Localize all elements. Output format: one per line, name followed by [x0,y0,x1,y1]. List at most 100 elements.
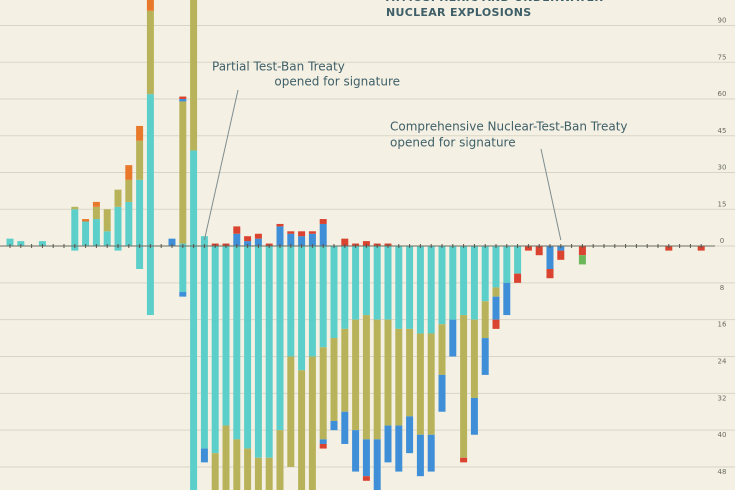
bar [287,356,295,467]
bar [244,448,252,490]
bar [136,246,144,270]
bar [146,246,154,316]
bar [341,238,349,246]
bar [546,246,554,270]
annotation-pointer [203,89,239,241]
bar [233,226,241,234]
bar [438,374,446,412]
bar [514,273,522,283]
bar [82,219,90,222]
bar [254,457,262,490]
bar [416,434,424,477]
bar [179,101,187,244]
bar [136,125,144,141]
bar [136,140,144,180]
bar [535,246,543,256]
chart-title: ATMOSPHERIC AND UNDERWATER [386,0,603,4]
bar [114,246,122,251]
bar [395,246,403,329]
bar [308,356,316,490]
bar [114,189,122,207]
bar [470,246,478,320]
bar [492,246,500,288]
bar [276,430,284,490]
bar [71,246,79,251]
y-tick-label: 90 [718,17,727,25]
bar [460,315,468,458]
bar [524,246,532,251]
bar [200,246,208,449]
bar [308,231,316,234]
bar [82,221,90,246]
bar [179,246,187,293]
bar [503,282,511,316]
bar [6,238,14,246]
bar [362,439,370,477]
bar [427,246,435,334]
bar [492,319,500,329]
bar [384,319,392,426]
labels: 0 15 30 45 60 75 90 8 16 24 32 40 48 ATMOSPHERIC AND … [203,0,727,476]
bar [190,0,198,151]
bar [125,179,133,202]
bar [276,223,284,227]
bar [71,206,79,210]
bar [330,338,338,421]
bars [6,0,705,490]
bar [92,219,100,246]
bar [211,246,219,454]
bar [460,246,468,316]
bar [330,420,338,431]
bar [92,201,100,207]
bar [514,246,522,274]
bar [319,223,327,246]
bar [200,236,208,246]
bar [557,246,565,251]
bar [470,397,478,435]
bar [233,233,241,246]
bar [449,246,457,320]
bar [319,347,327,440]
bar [406,416,414,454]
bar [362,246,370,316]
bar [146,94,154,246]
bar [222,425,230,490]
bar [276,226,284,246]
bar [179,96,187,99]
bar [146,10,154,95]
bar [341,411,349,444]
bar [244,241,252,246]
y-tick-label: 30 [718,164,727,172]
y2-tick-label: 48 [718,468,727,476]
y-tick-label: 0 [720,237,724,245]
bar [319,246,327,348]
bar [244,236,252,242]
bar [362,241,370,246]
bar [71,209,79,246]
y-tick-label: 15 [718,200,727,208]
bar [492,287,500,297]
bar [222,246,230,426]
bar [200,448,208,463]
bar [114,206,122,246]
bar [308,246,316,357]
y2-tick-label: 24 [718,357,727,365]
bar [665,246,673,251]
bar [265,246,273,458]
bar [427,434,435,472]
y-tick-label: 45 [718,127,727,135]
bar [352,319,360,431]
bar [503,246,511,283]
bar [298,370,306,490]
bar [254,246,262,458]
bar [38,241,46,246]
y2-tick-label: 32 [718,394,727,402]
bar [168,238,176,246]
bar [578,255,586,265]
bar [341,246,349,329]
y2-tick-label: 8 [720,284,724,292]
bar [125,201,133,246]
bar [384,246,392,320]
